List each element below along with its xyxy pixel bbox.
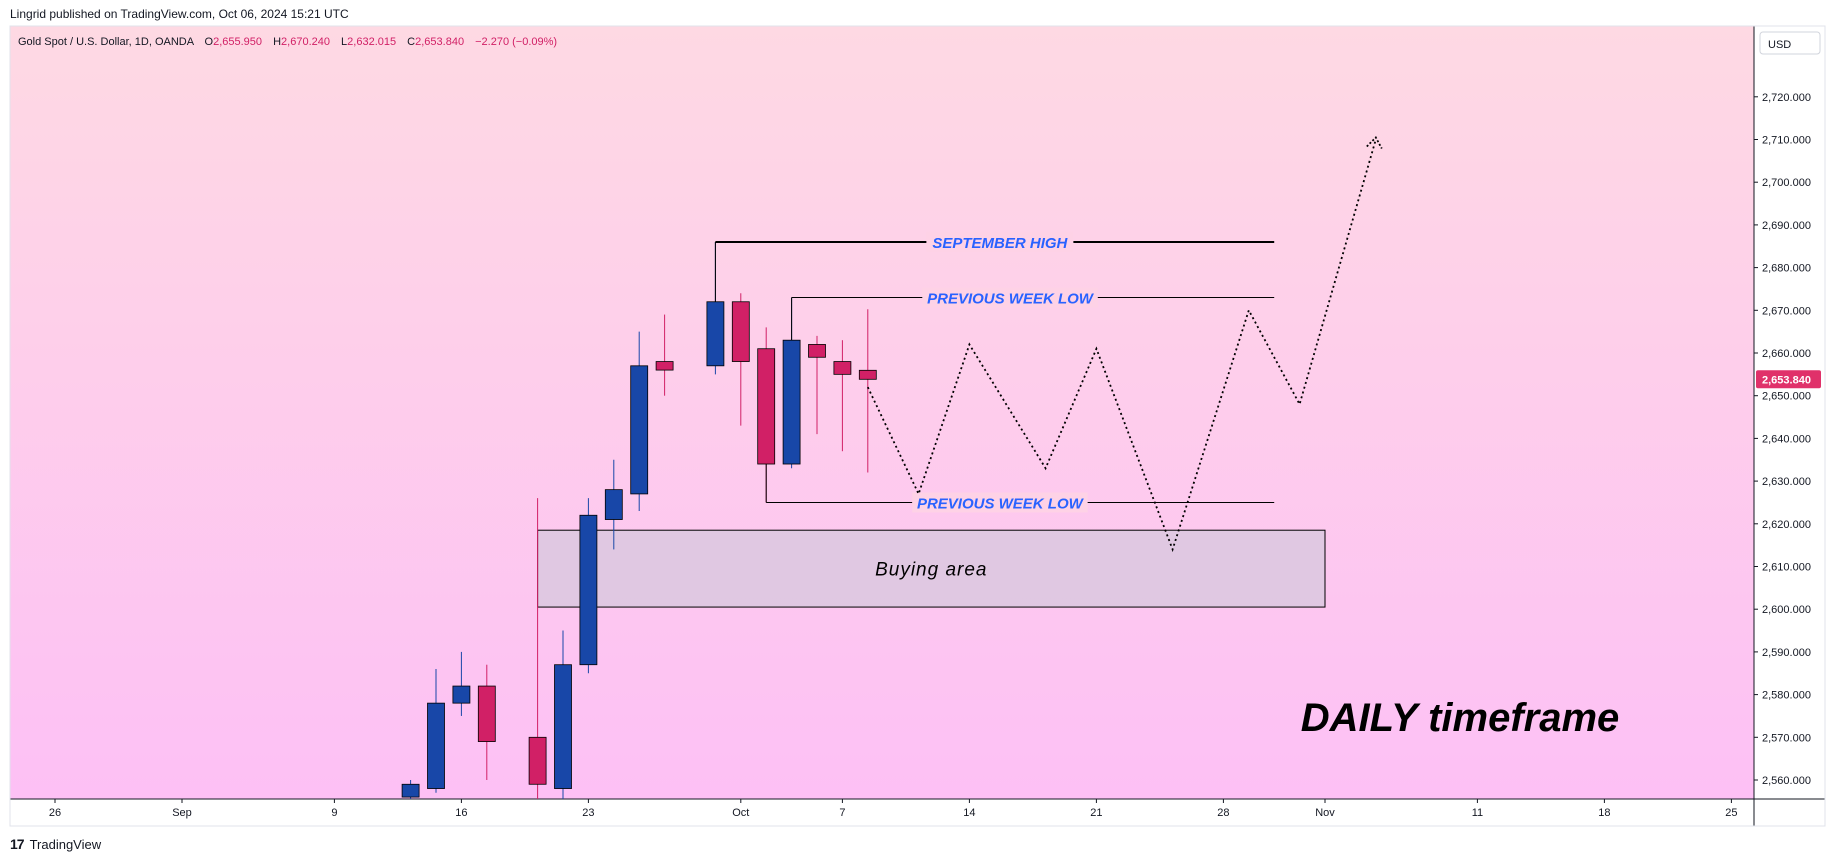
price-tick-label: 2,560.000 <box>1762 775 1811 787</box>
previous-week-low-lower-label-bg <box>912 492 1088 513</box>
time-tick-label: 14 <box>963 807 975 819</box>
last-price-badge <box>1756 370 1821 389</box>
publish-line: Lingrid published on TradingView.com, Oc… <box>10 7 349 21</box>
symbol-name: Gold Spot / U.S. Dollar, 1D, OANDA <box>18 36 195 48</box>
candle-body[interactable] <box>706 301 725 367</box>
price-tick-label: 2,680.000 <box>1762 263 1811 275</box>
time-tick-label: 11 <box>1472 807 1483 819</box>
price-tick-label: 2,660.000 <box>1762 348 1811 360</box>
september-high-label-bg <box>926 231 1074 252</box>
chart-border <box>9 25 1826 827</box>
open-label: O <box>205 36 214 48</box>
candle-body[interactable] <box>630 365 649 495</box>
time-tick-label: 21 <box>1090 807 1102 819</box>
time-tick-label: 26 <box>49 807 61 819</box>
symbol-legend[interactable]: Gold Spot / U.S. Dollar, 1D, OANDA O2,65… <box>18 36 557 48</box>
candle-body[interactable] <box>655 361 674 371</box>
candle-body[interactable] <box>579 514 598 666</box>
price-tick-label: 2,700.000 <box>1762 177 1811 189</box>
time-axis[interactable]: 26 Sep 9 16 23 Oct 7 14 21 28 Nov 11 18 25 <box>49 799 1738 819</box>
candle-body[interactable] <box>477 685 496 742</box>
time-tick-label: 18 <box>1598 807 1610 819</box>
price-tick-label: 2,650.000 <box>1762 391 1811 403</box>
time-tick-label: Oct <box>732 807 749 819</box>
open-value: 2,655.950 <box>213 36 262 48</box>
brand-name: TradingView <box>29 836 102 852</box>
candle-body[interactable] <box>604 489 623 520</box>
time-tick-label: Sep <box>172 807 192 819</box>
close-label: C <box>407 36 415 48</box>
low-value: 2,632.015 <box>347 36 396 48</box>
time-tick-label: 9 <box>331 807 337 819</box>
candle-body[interactable] <box>833 361 852 375</box>
price-tick-label: 2,690.000 <box>1762 220 1811 232</box>
low-label: L <box>341 36 347 48</box>
candle-body[interactable] <box>731 301 750 362</box>
candle-body[interactable] <box>427 702 445 789</box>
time-tick-label: Nov <box>1315 807 1335 819</box>
time-tick-label: 25 <box>1725 807 1737 819</box>
candle-body[interactable] <box>858 369 877 380</box>
close-value: 2,653.840 <box>415 36 464 48</box>
candle-body[interactable] <box>554 664 572 789</box>
high-value: 2,670.240 <box>281 36 330 48</box>
previous-week-low-upper-label-bg <box>922 287 1098 308</box>
candle-body[interactable] <box>401 783 420 798</box>
last-price-label: 2,653.840 <box>1762 374 1811 386</box>
september-high-label: SEPTEMBER HIGH <box>932 235 1068 252</box>
candle-body[interactable] <box>452 685 471 704</box>
price-tick-label: 2,620.000 <box>1762 519 1811 531</box>
price-tick-label: 2,640.000 <box>1762 433 1811 445</box>
buying-area-label: Buying area <box>875 560 987 581</box>
price-axis-background <box>1754 26 1825 826</box>
currency-button-bg[interactable] <box>1759 31 1821 55</box>
candle-body[interactable] <box>782 339 801 465</box>
price-tick-label: 2,580.000 <box>1762 690 1811 702</box>
price-tick-label: 2,720.000 <box>1762 92 1811 104</box>
time-tick-label: 28 <box>1217 807 1229 819</box>
timeframe-label: DAILY timeframe <box>1301 696 1620 740</box>
price-axis[interactable]: 2,560.000 2,570.000 2,580.000 2,590.000 2,60… <box>1754 92 1821 787</box>
price-tick-label: 2,670.000 <box>1762 305 1811 317</box>
annotations-layer: SEPTEMBER HIGH PREVIOUS WEEK LOW PREVIOUS … <box>714 136 1620 740</box>
previous-week-low-lower-label: PREVIOUS WEEK LOW <box>917 495 1085 512</box>
tradingview-brand[interactable]: 17 TradingView <box>10 836 101 852</box>
time-tick-label: 7 <box>839 807 845 819</box>
time-tick-label: 16 <box>455 807 467 819</box>
candle-body[interactable] <box>808 344 826 358</box>
change-value: −2.270 (−0.09%) <box>475 36 557 48</box>
tradingview-logo-icon: 17 <box>10 836 25 852</box>
candle-body[interactable] <box>528 736 547 785</box>
previous-week-low-upper-label: PREVIOUS WEEK LOW <box>927 290 1095 307</box>
candle-body[interactable] <box>757 348 776 465</box>
price-tick-label: 2,590.000 <box>1762 647 1811 659</box>
price-tick-label: 2,610.000 <box>1762 562 1811 574</box>
candles-layer: Buying area <box>401 241 1326 799</box>
price-tick-label: 2,710.000 <box>1762 135 1811 147</box>
price-tick-label: 2,570.000 <box>1762 732 1811 744</box>
price-tick-label: 2,600.000 <box>1762 604 1811 616</box>
price-tick-label: 2,630.000 <box>1762 476 1811 488</box>
time-tick-label: 23 <box>582 807 594 819</box>
plot-background <box>10 26 1754 799</box>
projection-arrow-head <box>1366 136 1383 149</box>
high-label: H <box>273 36 281 48</box>
projection-path <box>866 139 1377 553</box>
currency-button[interactable]: USD <box>1768 39 1791 51</box>
